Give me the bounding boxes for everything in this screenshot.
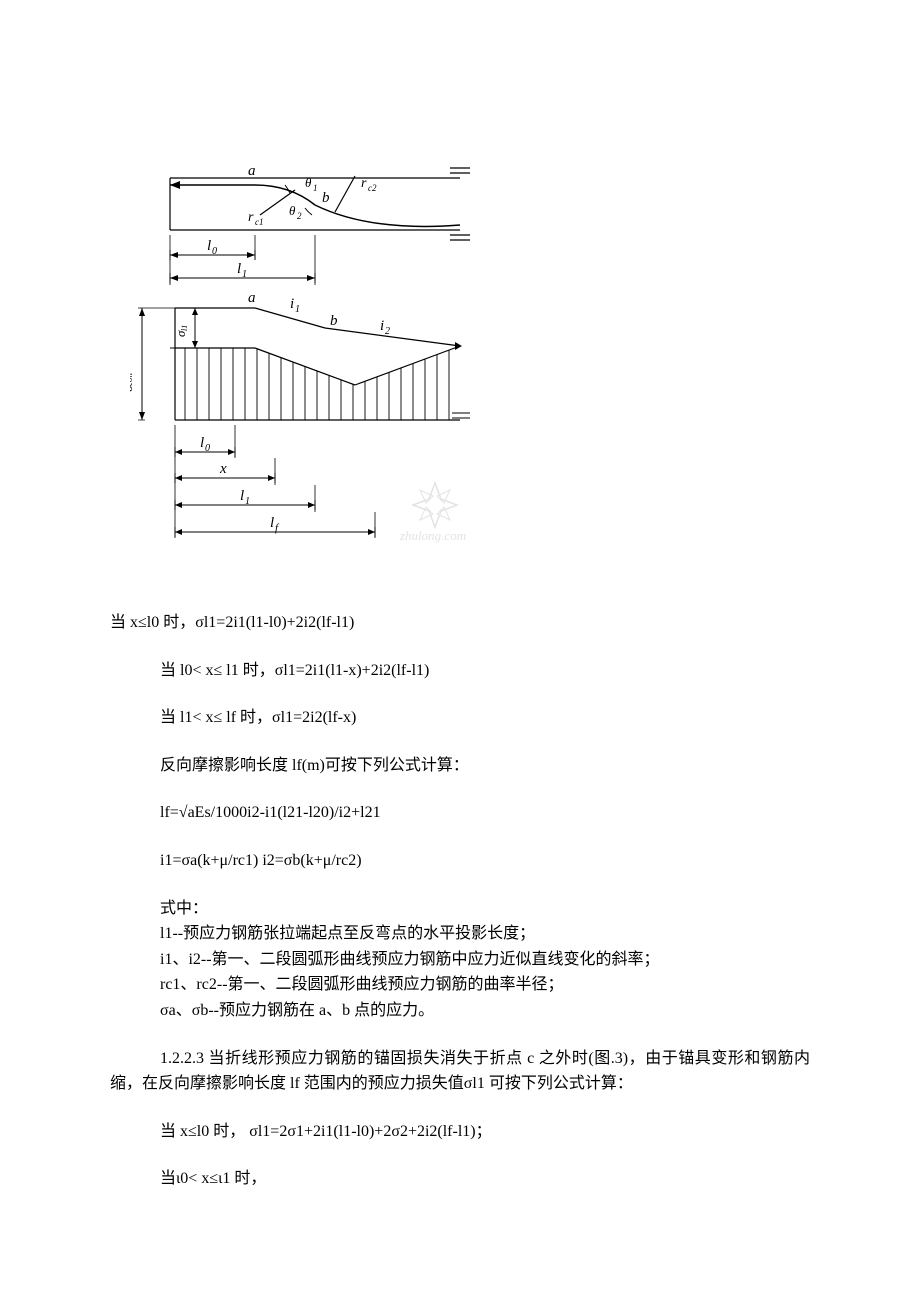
formula-p5: lf=√aEs/1000i2-i1(l21-l20)/i2+l21 [160, 800, 810, 826]
formula-p6: i1=σa(k+μ/rc1) i2=σb(k+μ/rc2) [160, 848, 810, 874]
figure-container: a b θ1 θ2 rc1 rc2 [130, 160, 810, 570]
svg-text:θ: θ [305, 175, 312, 190]
text-p8: 1.2.2.3 当折线形预应力钢筋的锚固损失消失于折点 c 之外时(图.3)，由… [110, 1046, 810, 1097]
def-heading: 式中： [160, 896, 810, 922]
svg-text:2: 2 [297, 211, 302, 221]
formula-p2: 当 l0< x≤ l1 时，σl1=2i1(l1-x)+2i2(lf-l1) [160, 658, 810, 684]
svg-text:0: 0 [212, 246, 217, 257]
def-l4: σa、σb--预应力钢筋在 a、b 点的应力。 [160, 998, 810, 1024]
svg-text:l: l [200, 435, 204, 451]
svg-text:l1: l1 [180, 325, 189, 331]
svg-text:con: con [130, 373, 134, 386]
svg-text:r: r [361, 176, 367, 191]
svg-text:0: 0 [205, 443, 210, 454]
svg-text:i: i [380, 318, 384, 334]
definitions-block: 式中： l1--预应力钢筋张拉端起点至反弯点的水平投影长度； i1、i2--第一… [160, 896, 810, 1024]
def-l1: l1--预应力钢筋张拉端起点至反弯点的水平投影长度； [160, 921, 810, 947]
svg-text:1: 1 [313, 183, 318, 193]
svg-text:θ: θ [289, 203, 296, 218]
svg-text:b: b [330, 313, 338, 329]
svg-text:1: 1 [295, 304, 300, 315]
svg-text:c2: c2 [368, 183, 377, 193]
svg-text:2: 2 [385, 326, 390, 337]
formula-p3: 当 l1< x≤ lf 时，σl1=2i2(lf-x) [160, 705, 810, 731]
svg-text:x: x [219, 461, 227, 477]
svg-text:l: l [270, 515, 274, 531]
svg-text:i: i [290, 296, 294, 312]
svg-text:l: l [207, 238, 211, 254]
svg-text:b: b [322, 190, 330, 206]
formula-p10: 当ι0< x≤ι1 时， [160, 1166, 810, 1192]
svg-text:1: 1 [245, 496, 250, 507]
svg-text:l: l [237, 261, 241, 277]
svg-text:1: 1 [242, 269, 247, 280]
figure-diagram: a b θ1 θ2 rc1 rc2 [130, 160, 500, 570]
svg-text:r: r [248, 210, 254, 225]
def-l2: i1、i2--第一、二段圆弧形曲线预应力钢筋中应力近似直线变化的斜率； [160, 947, 810, 973]
svg-text:a: a [248, 163, 256, 179]
formula-p1: 当 x≤l0 时，σl1=2i1(l1-l0)+2i2(lf-l1) [110, 610, 810, 636]
svg-text:c1: c1 [255, 217, 264, 227]
watermark-text: zhulong.com [399, 528, 466, 543]
svg-text:a: a [248, 290, 256, 306]
def-l3: rc1、rc2--第一、二段圆弧形曲线预应力钢筋的曲率半径； [160, 972, 810, 998]
text-p4: 反向摩擦影响长度 lf(m)可按下列公式计算： [160, 753, 810, 779]
svg-text:l: l [240, 488, 244, 504]
formula-p9: 当 x≤l0 时， σl1=2σ1+2i1(l1-l0)+2σ2+2i2(lf-… [160, 1119, 810, 1145]
